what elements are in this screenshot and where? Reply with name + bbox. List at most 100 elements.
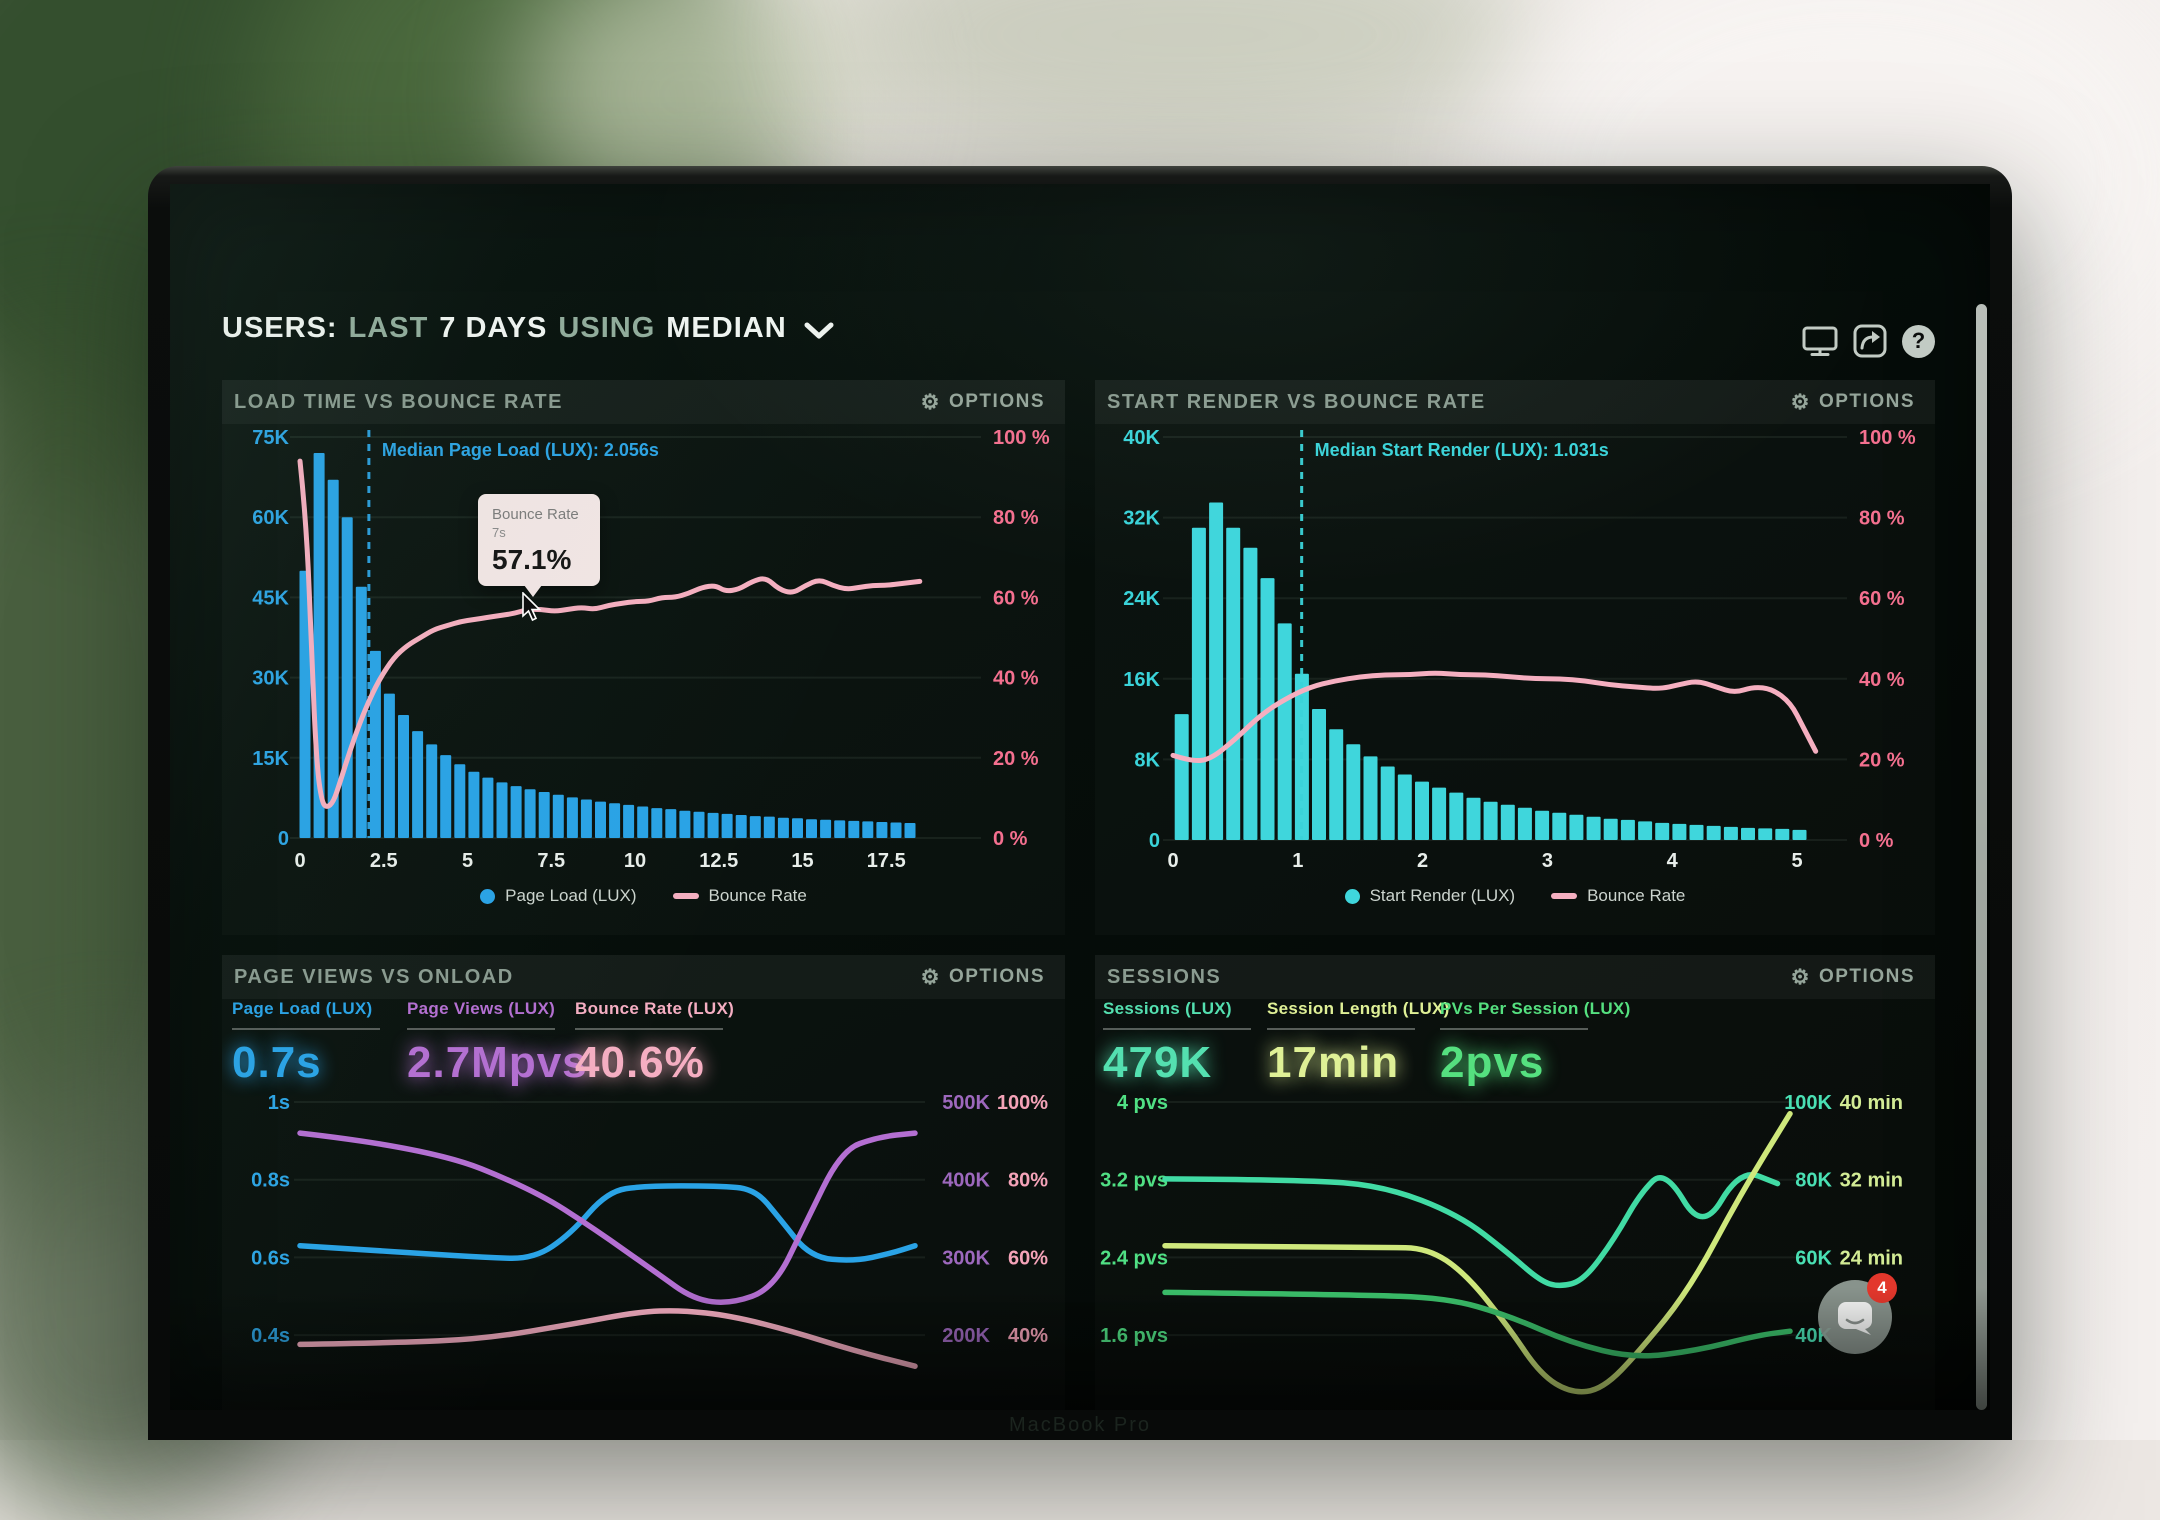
chart-legend: Page Load (LUX) Bounce Rate xyxy=(222,886,1065,906)
svg-text:0.4s: 0.4s xyxy=(251,1325,290,1347)
svg-text:4 pvs: 4 pvs xyxy=(1117,1095,1168,1114)
options-button[interactable]: ⚙ OPTIONS xyxy=(921,966,1045,988)
metric-label: Session Length (LUX) xyxy=(1267,999,1450,1019)
svg-text:12.5: 12.5 xyxy=(699,850,738,872)
legend-dot-icon xyxy=(480,889,495,904)
svg-text:16K: 16K xyxy=(1123,669,1160,691)
svg-text:500K: 500K xyxy=(942,1095,990,1114)
legend-label: Bounce Rate xyxy=(1587,886,1685,906)
svg-text:15: 15 xyxy=(791,850,813,872)
panel-title: PAGE VIEWS VS ONLOAD xyxy=(234,966,514,989)
metric-divider xyxy=(575,1028,723,1030)
panel-title: SESSIONS xyxy=(1107,966,1221,989)
metric-label: Page Load (LUX) xyxy=(232,999,380,1019)
share-icon[interactable] xyxy=(1853,324,1887,358)
panel-start-render: START RENDER VS BOUNCE RATE ⚙ OPTIONS 40… xyxy=(1095,380,1935,935)
svg-text:0 %: 0 % xyxy=(993,828,1028,850)
title-word: USERS: xyxy=(222,312,338,345)
svg-text:2.5: 2.5 xyxy=(370,850,398,872)
options-label: OPTIONS xyxy=(1819,391,1915,413)
svg-text:8K: 8K xyxy=(1134,749,1160,771)
svg-text:1: 1 xyxy=(1292,850,1303,872)
svg-text:1.6 pvs: 1.6 pvs xyxy=(1100,1325,1168,1347)
panel-sessions: SESSIONS ⚙ OPTIONS Sessions (LUX) 479K S… xyxy=(1095,955,1935,1410)
panel-page-views: PAGE VIEWS VS ONLOAD ⚙ OPTIONS Page Load… xyxy=(222,955,1065,1410)
notification-badge: 4 xyxy=(1867,1273,1897,1303)
help-icon[interactable]: ? xyxy=(1902,325,1935,358)
svg-text:17.5: 17.5 xyxy=(867,850,906,872)
svg-text:2: 2 xyxy=(1417,850,1428,872)
svg-text:40K: 40K xyxy=(1123,427,1160,449)
metric-divider xyxy=(407,1028,555,1030)
svg-text:75K: 75K xyxy=(252,427,289,449)
legend-dash-icon xyxy=(1551,893,1577,899)
svg-text:3.2 pvs: 3.2 pvs xyxy=(1100,1170,1168,1192)
metric-label: Page Views (LUX) xyxy=(407,999,588,1019)
svg-text:60%: 60% xyxy=(1008,1247,1048,1269)
svg-text:1s: 1s xyxy=(268,1095,290,1114)
gear-icon: ⚙ xyxy=(921,967,941,988)
metric-value: 0.7s xyxy=(232,1038,380,1088)
svg-text:15K: 15K xyxy=(252,748,289,770)
options-button[interactable]: ⚙ OPTIONS xyxy=(1791,391,1915,413)
chart-tooltip: Bounce Rate 7s 57.1% xyxy=(478,494,600,586)
svg-text:0: 0 xyxy=(1149,830,1160,852)
svg-text:0.6s: 0.6s xyxy=(251,1247,290,1269)
svg-text:45K: 45K xyxy=(252,587,289,609)
svg-text:40 %: 40 % xyxy=(993,668,1039,690)
svg-text:20 %: 20 % xyxy=(1859,749,1905,771)
svg-text:200K: 200K xyxy=(942,1325,990,1347)
metric-session-length: Session Length (LUX) 17min xyxy=(1267,999,1450,1088)
svg-text:80%: 80% xyxy=(1008,1170,1048,1192)
svg-text:7.5: 7.5 xyxy=(537,850,565,872)
title-word: MEDIAN xyxy=(666,312,786,345)
options-button[interactable]: ⚙ OPTIONS xyxy=(921,391,1045,413)
metric-value: 2pvs xyxy=(1440,1038,1631,1088)
legend-dash-icon xyxy=(673,893,699,899)
legend-item: Page Load (LUX) xyxy=(480,886,636,906)
svg-text:60K: 60K xyxy=(1795,1247,1832,1269)
metric-page-load: Page Load (LUX) 0.7s xyxy=(232,999,380,1088)
mouse-cursor xyxy=(522,592,544,622)
panel-header: PAGE VIEWS VS ONLOAD ⚙ OPTIONS xyxy=(222,955,1065,999)
svg-text:24 min: 24 min xyxy=(1840,1247,1903,1269)
svg-text:40%: 40% xyxy=(1008,1325,1048,1347)
chevron-down-icon[interactable] xyxy=(804,322,834,340)
panel-title: START RENDER VS BOUNCE RATE xyxy=(1107,391,1486,414)
metric-label: PVs Per Session (LUX) xyxy=(1440,999,1631,1019)
gear-icon: ⚙ xyxy=(921,392,941,413)
svg-text:100 %: 100 % xyxy=(1859,427,1916,449)
metric-label: Sessions (LUX) xyxy=(1103,999,1251,1019)
options-button[interactable]: ⚙ OPTIONS xyxy=(1791,966,1915,988)
gear-icon: ⚙ xyxy=(1791,392,1811,413)
chat-widget-button[interactable]: 4 xyxy=(1818,1280,1892,1354)
svg-text:100%: 100% xyxy=(997,1095,1048,1114)
options-label: OPTIONS xyxy=(1819,966,1915,988)
metric-value: 479K xyxy=(1103,1038,1251,1088)
svg-text:Median Page Load (LUX): 2.056s: Median Page Load (LUX): 2.056s xyxy=(382,440,659,460)
panel-load-time: LOAD TIME VS BOUNCE RATE ⚙ OPTIONS 75K 10… xyxy=(222,380,1065,935)
panel-title: LOAD TIME VS BOUNCE RATE xyxy=(234,391,563,414)
metric-divider xyxy=(232,1028,380,1030)
svg-text:4: 4 xyxy=(1667,850,1679,872)
scrollbar[interactable] xyxy=(1976,304,1987,1410)
svg-text:60K: 60K xyxy=(252,507,289,529)
svg-text:0 %: 0 % xyxy=(1859,830,1894,852)
gear-icon: ⚙ xyxy=(1791,967,1811,988)
metric-pvs-per-session: PVs Per Session (LUX) 2pvs xyxy=(1440,999,1631,1088)
svg-text:300K: 300K xyxy=(942,1247,990,1269)
legend-item: Start Render (LUX) xyxy=(1345,886,1516,906)
panel-header: START RENDER VS BOUNCE RATE ⚙ OPTIONS xyxy=(1095,380,1935,424)
header-toolbar: ? xyxy=(1802,324,1935,358)
svg-text:100 %: 100 % xyxy=(993,427,1050,449)
svg-text:0: 0 xyxy=(278,828,289,850)
display-icon[interactable] xyxy=(1802,325,1838,357)
legend-item: Bounce Rate xyxy=(1551,886,1685,906)
